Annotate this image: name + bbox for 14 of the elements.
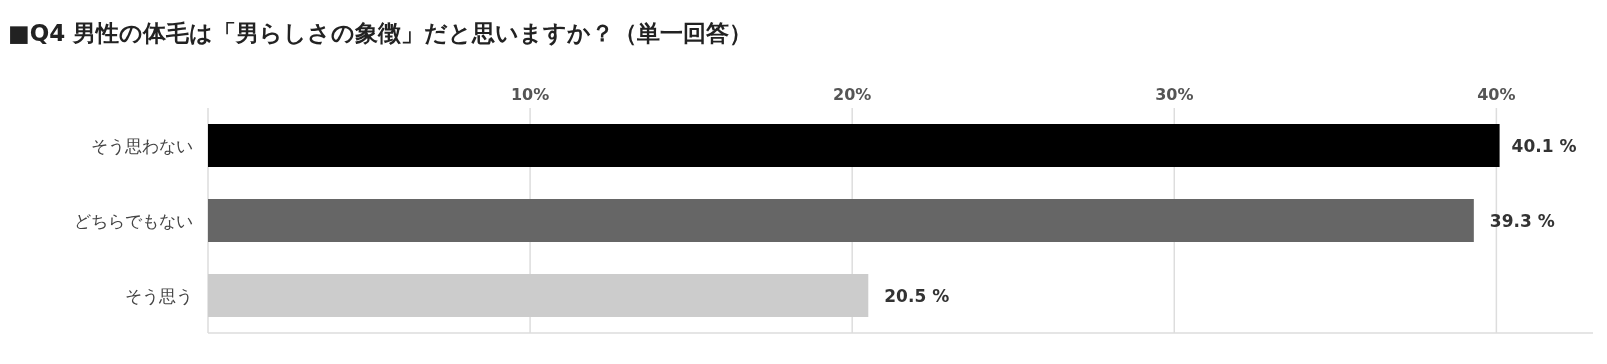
bar [208, 124, 1500, 167]
x-tick-label: 20% [833, 85, 872, 104]
chart-title: ■Q4 男性の体毛は「男らしさの象徴」だと思いますか？（単一回答） [8, 20, 753, 46]
data-label: 39.3 % [1489, 210, 1555, 231]
y-tick-label: そう思わない [91, 135, 193, 156]
bar [208, 199, 1474, 242]
x-tick-label: 10% [510, 85, 550, 104]
data-label: 40.1 % [1511, 135, 1577, 156]
y-tick-label: そう思う [125, 285, 193, 306]
x-tick-label: 40% [1477, 85, 1516, 104]
x-tick-label: 30% [1155, 85, 1194, 104]
data-label: 20.5 % [884, 285, 950, 306]
bar [208, 274, 869, 317]
y-tick-label: どちらでもない [74, 210, 193, 231]
